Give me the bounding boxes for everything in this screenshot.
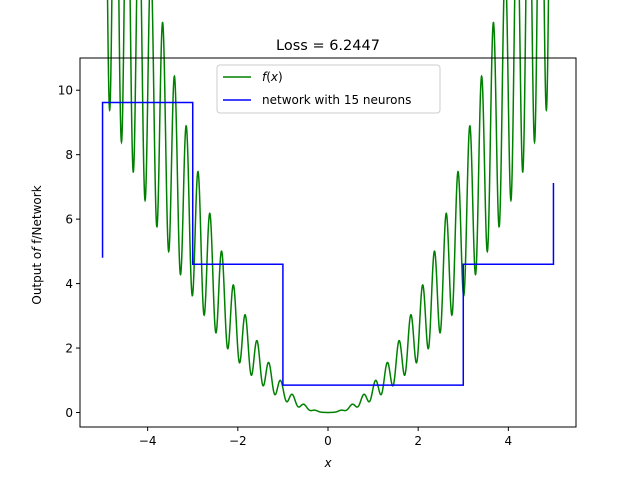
series-network-line	[101, 101, 555, 386]
x-tick-label: 2	[414, 434, 422, 448]
x-tick-label: −4	[139, 434, 157, 448]
legend: f(x) network with 15 neurons	[216, 64, 441, 114]
x-tick-label: −2	[229, 434, 247, 448]
y-tick-label: 4	[65, 277, 73, 291]
axes: −4 −2 0 2 4 0 2 4 6 8 10	[58, 57, 577, 448]
y-axis-label: Output of f/Network	[30, 185, 44, 304]
series-fx-line	[106, 0, 550, 414]
y-tick-label: 2	[65, 342, 73, 356]
y-tick-label: 8	[65, 148, 73, 162]
plot-area	[101, 0, 555, 414]
x-axis-label: x	[323, 456, 332, 470]
y-tick-label: 0	[65, 406, 73, 420]
y-tick-label: 6	[65, 213, 73, 227]
legend-box	[216, 64, 441, 114]
x-tick-label: 4	[505, 434, 513, 448]
chart-title: Loss = 6.2447	[276, 38, 380, 54]
y-tick-label: 10	[58, 84, 73, 98]
x-tick-label: 0	[324, 434, 332, 448]
legend-label-fx: f(x)	[262, 70, 283, 84]
legend-label-network: network with 15 neurons	[262, 93, 411, 107]
